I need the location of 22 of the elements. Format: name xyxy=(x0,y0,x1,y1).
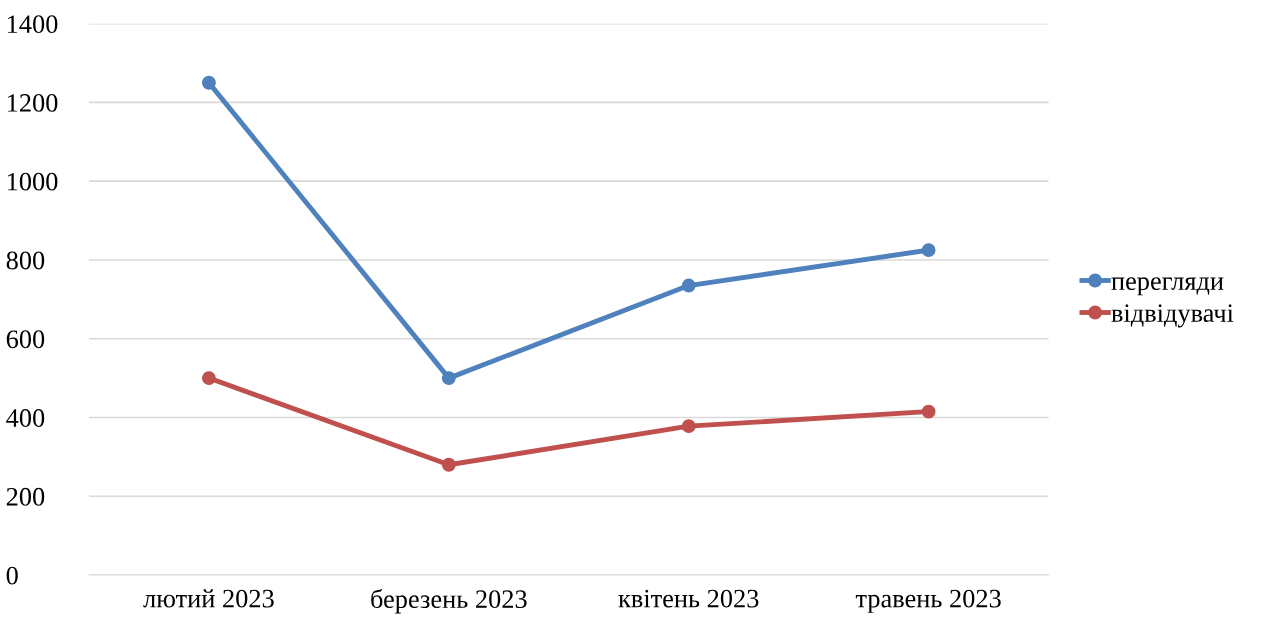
legend-label: перегляди xyxy=(1111,277,1224,296)
x-tick-label: березень 2023 xyxy=(371,588,527,614)
point xyxy=(201,371,216,386)
point xyxy=(681,278,696,293)
x-tick-label: травень 2023 xyxy=(855,589,1001,613)
legend-label: відвідувачі xyxy=(1111,304,1234,328)
point xyxy=(201,75,216,90)
y-tick-label: 0 xyxy=(6,566,18,585)
point xyxy=(441,457,456,472)
y-tick-label: 400 xyxy=(6,409,45,427)
y-tick-label: 200 xyxy=(6,487,45,506)
point xyxy=(921,243,936,258)
y-tick-label: 1000 xyxy=(7,172,58,191)
y-tick-label: 1200 xyxy=(7,94,58,112)
y-tick-label: 1400 xyxy=(7,15,58,34)
y-tick-label: 800 xyxy=(6,251,45,270)
point xyxy=(921,404,936,419)
x-tick-label: квітень 2023 xyxy=(618,589,759,608)
point xyxy=(681,419,696,434)
y-tick-label: 600 xyxy=(6,330,45,349)
x-tick-label: лютий 2023 xyxy=(143,589,274,608)
point xyxy=(441,371,456,386)
